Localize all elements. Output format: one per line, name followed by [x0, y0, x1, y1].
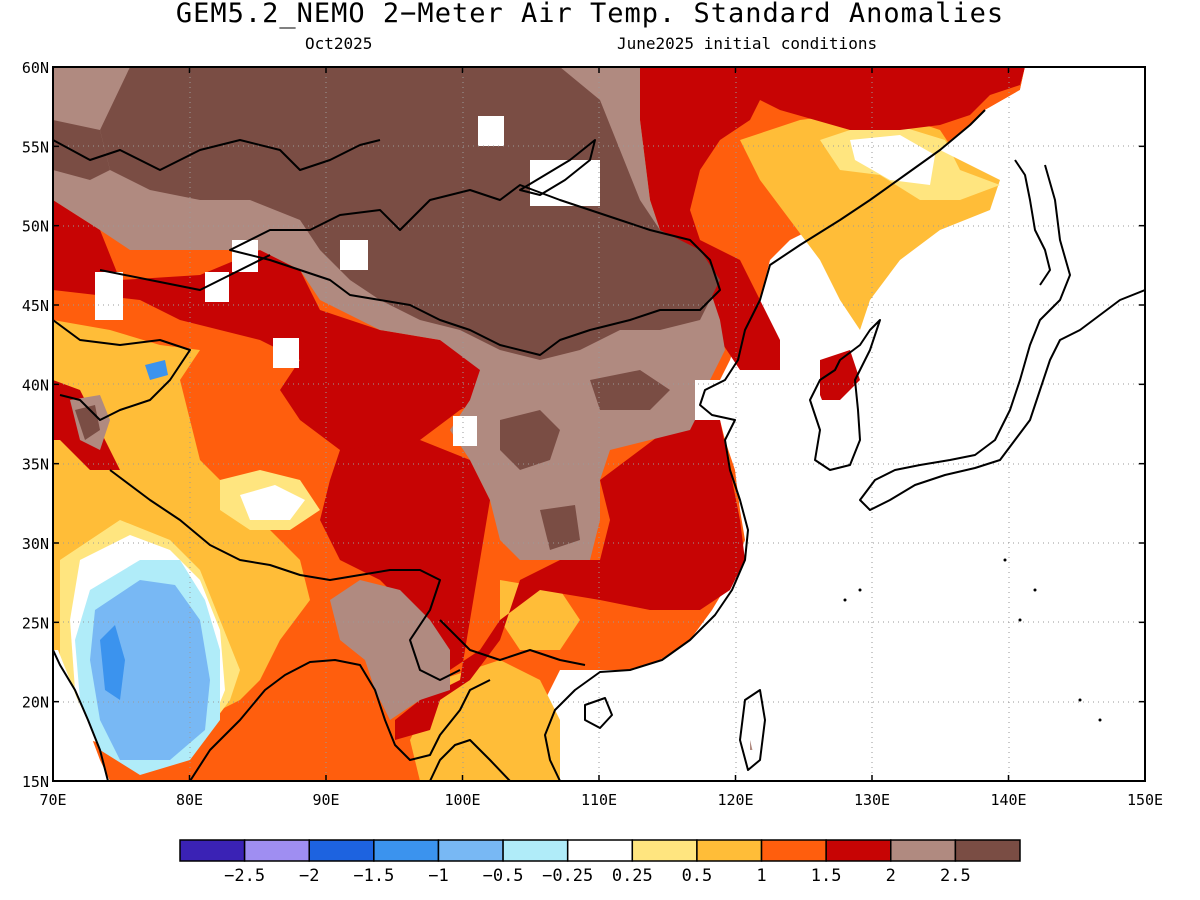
border-russia-south [53, 139, 381, 171]
colorbar-label: 2.5 [940, 866, 971, 886]
coastline-china-east [544, 109, 986, 781]
masked-cells [95, 116, 735, 446]
coastlines-and-borders [53, 109, 1145, 781]
lon-tick-label: 70E [39, 791, 66, 809]
grid-lines [53, 67, 1145, 781]
colorbar-label: 1 [756, 866, 766, 886]
anomaly-region-tan-southeast-asia [330, 580, 450, 720]
anomaly-region-brown-south [540, 505, 580, 550]
colorbar-swatch [825, 839, 892, 862]
colorbar-label: 2 [886, 866, 896, 886]
colorbar-label: −0.5 [483, 866, 524, 886]
lon-tick-label: 140E [990, 791, 1026, 809]
colorbar-swatch [566, 839, 634, 862]
colorbar-label: 0.5 [682, 866, 713, 886]
colorbar-label: 1.5 [811, 866, 842, 886]
border-china-vietnam [439, 619, 586, 666]
lon-tick-label: 130E [854, 791, 890, 809]
border-central-asia [53, 319, 191, 421]
initial-conditions-label: June2025 initial conditions [617, 34, 878, 53]
anomaly-region-dark-red-northeast [640, 67, 1025, 370]
coastline-baikal [519, 139, 596, 196]
lon-tick-label: 150E [1127, 791, 1163, 809]
latitude-tick-labels: 15N 20N 25N 30N 35N 40N 45N 50N 55N 60N [22, 59, 1145, 791]
colorbar-swatch [631, 839, 698, 862]
coastline-india-west [53, 649, 109, 781]
colorbar-label: −1 [428, 866, 448, 886]
coastline-taiwan [739, 689, 766, 771]
lat-tick-label: 60N [22, 59, 49, 77]
colorbar-swatch [890, 839, 957, 862]
colorbar-swatch [437, 839, 504, 862]
map-title: GEM5.2_NEMO 2−Meter Air Temp. Standard A… [175, 0, 1005, 29]
border-mongolia [229, 184, 721, 356]
lon-tick-label: 80E [176, 791, 203, 809]
lon-tick-label: 120E [717, 791, 753, 809]
anomaly-region-brown-east [590, 370, 670, 410]
lat-tick-label: 25N [22, 614, 49, 632]
anomaly-region-blue-lake [145, 360, 168, 380]
lon-tick-label: 90E [312, 791, 339, 809]
anomaly-region-dark-red-korea [820, 350, 860, 400]
colorbar-label: −2.5 [224, 866, 265, 886]
coastline-korea [809, 319, 881, 471]
lat-tick-label: 20N [22, 694, 49, 712]
anomaly-region-neutral-tibet [240, 485, 305, 520]
anomaly-region-dark-red-central [320, 420, 745, 740]
coastline-japan [859, 164, 1145, 511]
colorbar-swatch [308, 839, 375, 862]
map-plot-area [53, 67, 1145, 781]
island-mark [1018, 618, 1022, 622]
anomaly-region-neutral-north [850, 135, 935, 185]
colorbar-label: 0.25 [612, 866, 653, 886]
longitude-tick-labels: 70E 80E 90E 100E 110E 120E 130E 140E 150E [39, 67, 1163, 809]
anomaly-region-brown-west [53, 120, 110, 180]
anomaly-region-dark-red-west [53, 200, 500, 460]
colorbar-swatch [954, 839, 1021, 862]
coastline-hainan [584, 697, 613, 729]
lat-tick-label: 45N [22, 297, 49, 315]
coastline-india-east [189, 659, 491, 781]
lat-tick-label: 15N [22, 773, 49, 791]
island-mark [1003, 558, 1007, 562]
colorbar-swatch [696, 839, 763, 862]
colorbar-swatch [179, 839, 246, 862]
island-mark [1098, 718, 1102, 722]
island-mark [1078, 698, 1082, 702]
anomaly-region-medium-blue [90, 580, 210, 760]
anomaly-region-blue [100, 625, 125, 700]
anomaly-fill-layer [53, 67, 1145, 781]
coastline-indochina [429, 739, 511, 781]
small-islands [843, 558, 1102, 722]
colorbar-label: −0.25 [542, 866, 593, 886]
anomaly-region-brown [100, 67, 720, 360]
anomaly-region-brown-central [500, 410, 560, 470]
colorbar-swatch [502, 839, 569, 862]
coastline-sakhalin [1014, 159, 1051, 286]
colorbar-label: −2 [299, 866, 319, 886]
lat-tick-label: 30N [22, 535, 49, 553]
colorbar-labels: −2.5 −2 −1.5 −1 −0.5 −0.25 0.25 0.5 1 1.5 2 2.5 [224, 866, 971, 886]
lat-tick-label: 50N [22, 218, 49, 236]
colorbar-swatch [243, 839, 310, 862]
lat-tick-label: 35N [22, 456, 49, 474]
colorbar-swatch [373, 839, 440, 862]
lon-tick-label: 100E [444, 791, 480, 809]
lat-tick-label: 55N [22, 138, 49, 156]
colorbar [179, 839, 1021, 862]
forecast-month: Oct2025 [305, 34, 373, 53]
border-kazakhstan [99, 254, 271, 291]
lat-tick-label: 40N [22, 376, 49, 394]
island-mark [858, 588, 862, 592]
island-mark [1033, 588, 1037, 592]
border-himalaya [109, 469, 461, 681]
lon-tick-label: 110E [581, 791, 617, 809]
island-mark [843, 598, 847, 602]
colorbar-swatch [760, 839, 827, 862]
colorbar-label: −1.5 [353, 866, 394, 886]
